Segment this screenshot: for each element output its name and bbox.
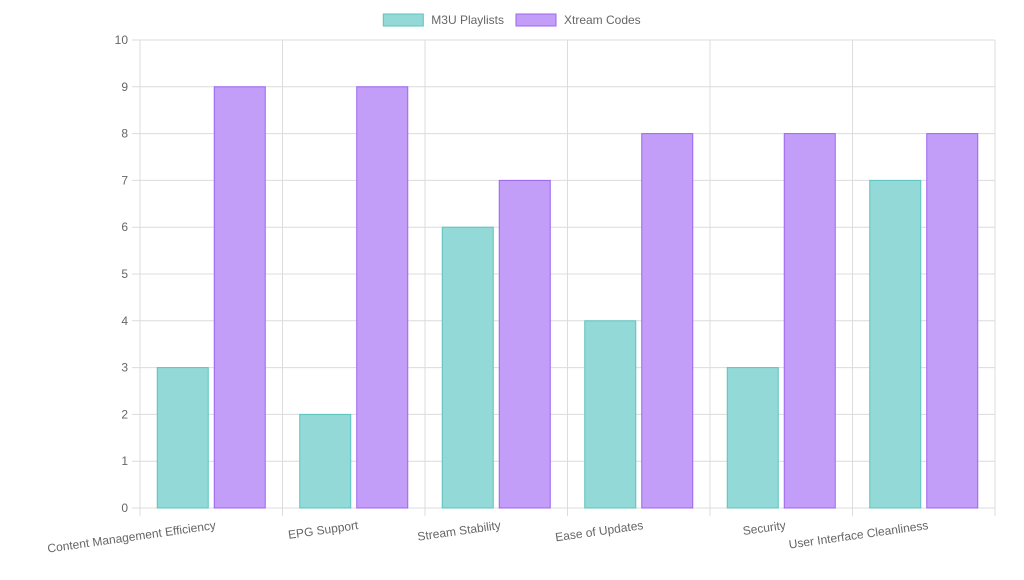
bars-layer xyxy=(156,86,979,509)
bar-m3u-playlists[interactable] xyxy=(584,320,637,509)
y-tick-label: 8 xyxy=(121,127,128,141)
y-tick-label: 9 xyxy=(121,80,128,94)
x-tick-label: Security xyxy=(742,518,787,538)
bar-m3u-playlists[interactable] xyxy=(299,413,352,509)
y-tick-label: 5 xyxy=(121,267,128,281)
bar-m3u-playlists[interactable] xyxy=(726,367,779,509)
bar-xtream-codes[interactable] xyxy=(213,86,266,509)
x-tick-label: EPG Support xyxy=(287,518,360,542)
y-tick-label: 3 xyxy=(121,361,128,375)
bar-xtream-codes[interactable] xyxy=(641,133,694,509)
bar-m3u-playlists[interactable] xyxy=(156,367,209,509)
y-tick-label: 10 xyxy=(115,33,129,47)
x-tick-label: Ease of Updates xyxy=(554,518,644,544)
y-tick-label: 4 xyxy=(121,314,128,328)
y-tick-label: 7 xyxy=(121,173,128,187)
x-tick-label: Stream Stability xyxy=(417,518,502,544)
y-tick-label: 6 xyxy=(121,220,128,234)
x-tick-label: User Interface Cleanliness xyxy=(788,518,929,551)
y-tick-label: 1 xyxy=(121,454,128,468)
bar-m3u-playlists[interactable] xyxy=(869,179,922,509)
bar-xtream-codes[interactable] xyxy=(926,133,979,509)
bar-xtream-codes[interactable] xyxy=(783,133,836,509)
x-tick-label: Content Management Efficiency xyxy=(46,518,216,556)
grid-layer xyxy=(132,39,996,516)
y-tick-label: 0 xyxy=(121,501,128,515)
bar-m3u-playlists[interactable] xyxy=(441,226,494,509)
legend-label-xtream-codes[interactable]: Xtream Codes xyxy=(564,13,641,27)
legend-swatch-xtream-codes[interactable] xyxy=(515,13,557,27)
bar-xtream-codes[interactable] xyxy=(356,86,409,509)
legend[interactable]: M3U Playlists Xtream Codes xyxy=(382,13,641,27)
bar-xtream-codes[interactable] xyxy=(498,179,551,509)
legend-label-m3u-playlists[interactable]: M3U Playlists xyxy=(431,13,504,27)
legend-swatch-m3u-playlists[interactable] xyxy=(382,13,424,27)
y-tick-label: 2 xyxy=(121,407,128,421)
